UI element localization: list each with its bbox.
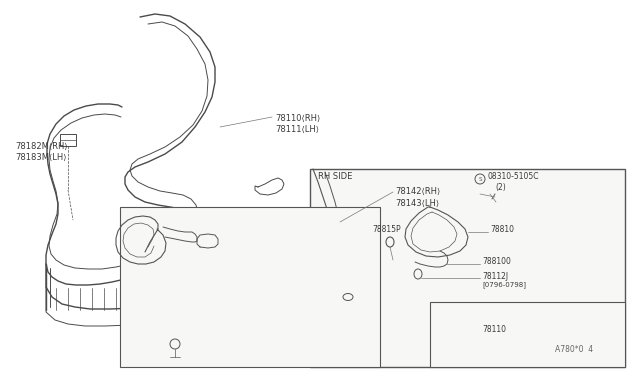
Text: 78143⟨LH⟩: 78143⟨LH⟩ (395, 199, 439, 208)
Text: [0796-0798]: [0796-0798] (482, 281, 526, 288)
Text: 78110⟨RH⟩: 78110⟨RH⟩ (275, 114, 320, 123)
Bar (430, 302, 625, 367)
Text: 78110: 78110 (482, 324, 506, 334)
Text: 788100: 788100 (482, 257, 511, 266)
Text: S: S (478, 176, 482, 182)
Text: 78183M⟨LH⟩: 78183M⟨LH⟩ (15, 153, 67, 162)
Text: 78182M⟨RH⟩: 78182M⟨RH⟩ (15, 142, 68, 151)
Text: 78810: 78810 (490, 224, 514, 234)
Bar (120, 207, 380, 367)
Text: A780*0  4: A780*0 4 (555, 345, 593, 354)
FancyBboxPatch shape (60, 134, 76, 146)
Text: 78815P: 78815P (372, 225, 401, 234)
Text: 78142⟨RH⟩: 78142⟨RH⟩ (395, 187, 440, 196)
Text: RH SIDE: RH SIDE (318, 172, 353, 181)
Bar (310, 169, 625, 367)
Text: (2): (2) (495, 183, 506, 192)
Text: 78111⟨LH⟩: 78111⟨LH⟩ (275, 125, 319, 134)
Text: 08310-5105C: 08310-5105C (487, 172, 538, 181)
Text: 78112J: 78112J (482, 272, 508, 281)
